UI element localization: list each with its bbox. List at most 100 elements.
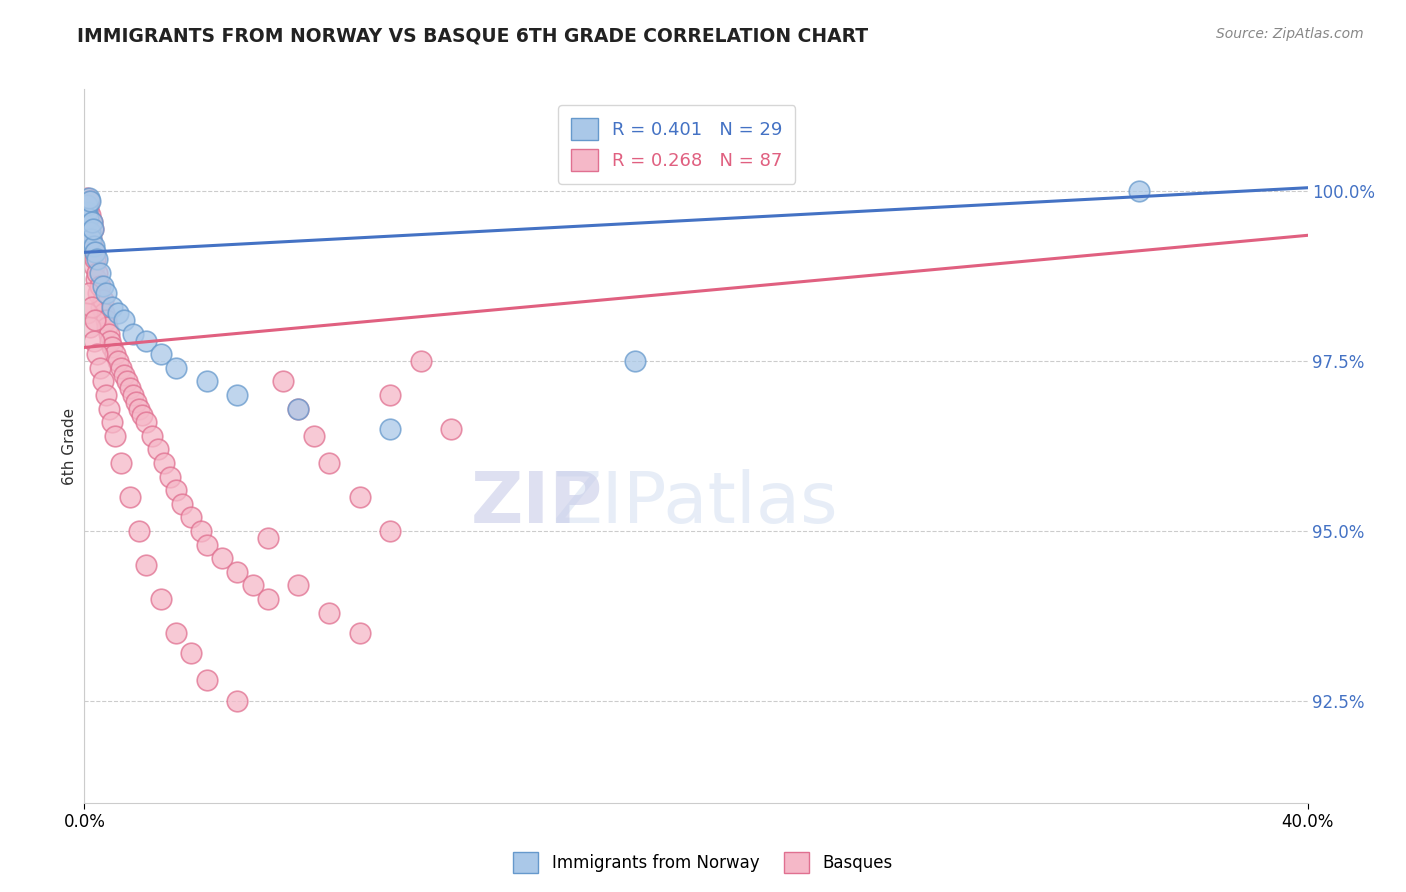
Point: [120, 490, 142, 504]
Point: [128, 401, 150, 416]
Point: [122, 326, 145, 341]
Point: [84, 313, 107, 327]
Point: [80, 238, 103, 252]
Point: [76, 204, 98, 219]
Point: [79, 320, 101, 334]
Point: [180, 510, 202, 524]
Text: IMMIGRANTS FROM NORWAY VS BASQUE 6TH GRADE CORRELATION CHART: IMMIGRANTS FROM NORWAY VS BASQUE 6TH GRA…: [77, 27, 869, 45]
Point: [76, 306, 98, 320]
Point: [76, 191, 98, 205]
Y-axis label: 6th Grade: 6th Grade: [62, 408, 77, 484]
Point: [83, 238, 105, 252]
Point: [349, 626, 371, 640]
Point: [165, 483, 187, 498]
Point: [149, 591, 172, 606]
Point: [165, 626, 187, 640]
Point: [190, 524, 212, 538]
Point: [287, 578, 309, 592]
Text: ZIPatlas: ZIPatlas: [553, 468, 839, 538]
Point: [107, 354, 129, 368]
Point: [91, 279, 114, 293]
Point: [89, 266, 111, 280]
Point: [135, 558, 157, 572]
Point: [107, 306, 129, 320]
Point: [86, 347, 108, 361]
Point: [79, 225, 101, 239]
Point: [380, 388, 402, 402]
Point: [97, 401, 120, 416]
Text: Source: ZipAtlas.com: Source: ZipAtlas.com: [1216, 27, 1364, 41]
Point: [86, 252, 108, 266]
Point: [271, 375, 294, 389]
Text: ZIP: ZIP: [471, 468, 603, 538]
Point: [195, 537, 218, 551]
Point: [122, 388, 145, 402]
Point: [149, 347, 172, 361]
Point: [146, 442, 169, 457]
Point: [180, 646, 202, 660]
Point: [128, 524, 150, 538]
Point: [349, 490, 371, 504]
Point: [115, 375, 138, 389]
Point: [172, 497, 194, 511]
Point: [98, 334, 121, 348]
Point: [101, 415, 124, 429]
Point: [84, 252, 107, 266]
Point: [94, 388, 117, 402]
Point: [80, 215, 103, 229]
Point: [226, 565, 249, 579]
Point: [80, 300, 103, 314]
Point: [440, 422, 463, 436]
Point: [91, 293, 114, 307]
Point: [112, 368, 135, 382]
Point: [409, 354, 432, 368]
Point: [76, 198, 98, 212]
Point: [93, 306, 115, 320]
Point: [318, 456, 340, 470]
Point: [257, 531, 280, 545]
Point: [77, 201, 100, 215]
Point: [104, 347, 127, 361]
Point: [89, 279, 111, 293]
Point: [226, 388, 249, 402]
Point: [79, 225, 101, 239]
Point: [135, 415, 157, 429]
Point: [79, 194, 101, 209]
Point: [75, 218, 97, 232]
Point: [380, 422, 402, 436]
Point: [242, 578, 264, 592]
Point: [287, 401, 309, 416]
Point: [80, 232, 103, 246]
Point: [624, 354, 647, 368]
Point: [1128, 184, 1150, 198]
Point: [125, 394, 148, 409]
Point: [83, 259, 105, 273]
Point: [79, 208, 101, 222]
Point: [84, 272, 107, 286]
Point: [380, 524, 402, 538]
Point: [77, 211, 100, 226]
Point: [101, 341, 124, 355]
Point: [86, 266, 108, 280]
Point: [82, 221, 104, 235]
Point: [94, 286, 117, 301]
Point: [77, 191, 100, 205]
Point: [83, 334, 105, 348]
Point: [101, 300, 124, 314]
Point: [89, 360, 111, 375]
Point: [83, 245, 105, 260]
Point: [120, 381, 142, 395]
Legend: Immigrants from Norway, Basques: Immigrants from Norway, Basques: [506, 846, 900, 880]
Point: [97, 326, 120, 341]
Point: [318, 606, 340, 620]
Point: [82, 221, 104, 235]
Point: [159, 469, 181, 483]
Point: [153, 456, 176, 470]
Point: [131, 409, 153, 423]
Point: [75, 198, 97, 212]
Point: [110, 360, 132, 375]
Point: [91, 375, 114, 389]
Point: [77, 286, 100, 301]
Point: [211, 551, 233, 566]
Point: [87, 286, 110, 301]
